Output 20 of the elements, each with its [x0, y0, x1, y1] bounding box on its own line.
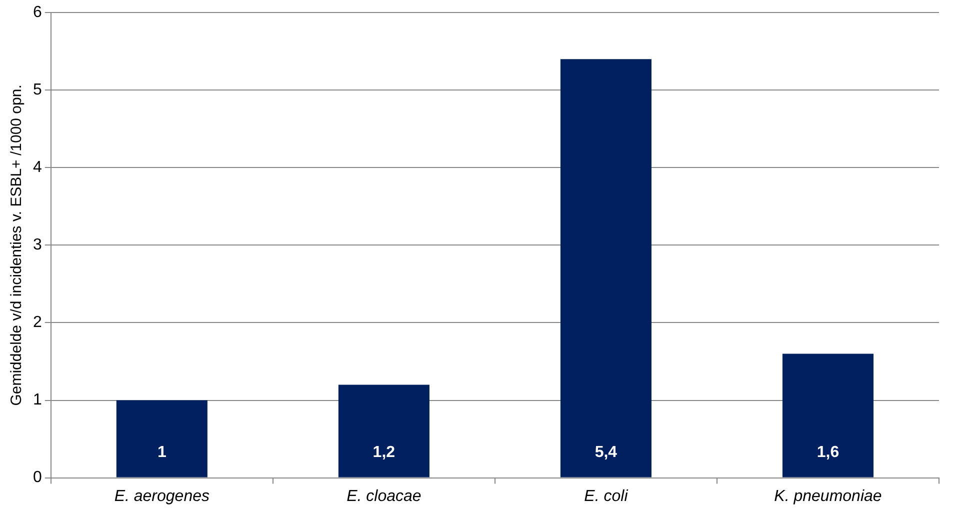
- y-tick-label: 1: [32, 392, 42, 409]
- data-label: 1: [157, 444, 166, 462]
- y-axis-title: Gemiddelde v/d incidenties v. ESBL+ /1000 opn.: [8, 84, 26, 406]
- bar: [116, 400, 208, 478]
- bar: [338, 384, 430, 478]
- bar: [560, 59, 652, 478]
- data-label: 5,4: [594, 444, 618, 462]
- x-tick-label: K. pneumoniae: [774, 488, 882, 505]
- y-tick-label: 0: [32, 469, 42, 486]
- x-tick-label: E. coli: [584, 488, 628, 505]
- bar: [782, 354, 874, 478]
- x-tick-label: E. cloacae: [346, 488, 422, 505]
- data-label: 1,6: [816, 444, 840, 462]
- y-tick-label: 2: [32, 314, 42, 332]
- x-tick-label: E. aerogenes: [114, 488, 210, 505]
- data-label: 1,2: [372, 444, 396, 462]
- y-tick-label: 5: [32, 82, 42, 99]
- y-tick-label: 3: [32, 236, 42, 254]
- y-tick-label: 4: [32, 159, 42, 176]
- y-tick-label: 6: [32, 4, 42, 22]
